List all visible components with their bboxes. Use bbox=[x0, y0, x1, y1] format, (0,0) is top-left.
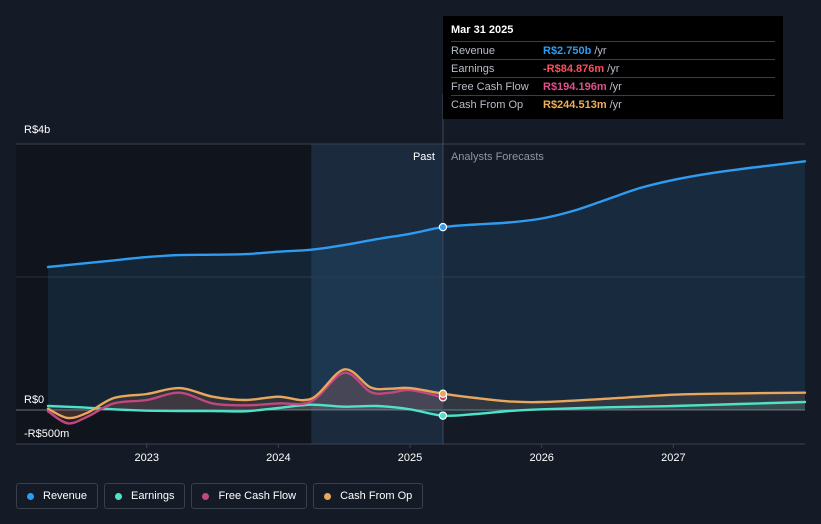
tooltip-date: Mar 31 2025 bbox=[451, 24, 514, 36]
legend-free-cash-flow[interactable]: Free Cash Flow bbox=[191, 483, 308, 509]
legend-dot-icon bbox=[324, 492, 332, 500]
hover-dots bbox=[438, 222, 448, 420]
tooltip-row-earnings: Earnings -R$84.876m /yr bbox=[451, 59, 775, 77]
y-tick-label: R$4b bbox=[24, 124, 50, 136]
free-cash-flow-line bbox=[46, 371, 445, 425]
legend-label: Revenue bbox=[43, 490, 88, 502]
y-tick-label: R$0 bbox=[24, 394, 44, 406]
revenue-dot bbox=[438, 222, 448, 232]
cash-from-op-line bbox=[46, 368, 807, 420]
x-tick-label: 2025 bbox=[398, 452, 422, 464]
earnings-dot bbox=[438, 411, 448, 420]
tooltip-row-cash-from-op: Cash From Op R$244.513m /yr bbox=[451, 95, 775, 113]
legend-label: Free Cash Flow bbox=[218, 490, 297, 502]
tooltip-label: Cash From Op bbox=[451, 98, 524, 111]
legend-earnings[interactable]: Earnings bbox=[104, 483, 186, 509]
legend-label: Earnings bbox=[131, 490, 175, 502]
tooltip-unit: /yr bbox=[609, 80, 622, 93]
x-tick-label: 2024 bbox=[266, 452, 290, 464]
legend-label: Cash From Op bbox=[340, 490, 413, 502]
x-tick-label: 2026 bbox=[529, 452, 553, 464]
legend-dot-icon bbox=[115, 492, 123, 500]
x-tick-label: 2023 bbox=[134, 452, 158, 464]
legend-revenue[interactable]: Revenue bbox=[16, 483, 99, 509]
legend: Revenue Earnings Free Cash Flow Cash Fro… bbox=[16, 483, 424, 509]
tooltip-unit: /yr bbox=[594, 44, 607, 57]
tooltip-value: R$2.750b bbox=[543, 44, 592, 57]
tooltip-row-revenue: Revenue R$2.750b /yr bbox=[451, 41, 775, 59]
free-cash-flow-area bbox=[48, 372, 443, 424]
tooltip-value: R$194.196m bbox=[543, 80, 607, 93]
revenue-line bbox=[46, 160, 807, 269]
tooltip-label: Revenue bbox=[451, 44, 496, 57]
legend-dot-icon bbox=[27, 492, 34, 500]
tooltip-unit: /yr bbox=[609, 98, 622, 111]
past-label: Past bbox=[413, 151, 435, 163]
forecast-label: Analysts Forecasts bbox=[451, 151, 544, 163]
chart-area: R$4b R$0 -R$500m 2023 2024 2025 2026 2027 Past… bbox=[16, 94, 807, 464]
cash-from-op-dot bbox=[438, 389, 448, 398]
tooltip-label: Earnings bbox=[451, 62, 495, 75]
earnings-line bbox=[46, 400, 807, 418]
tooltip-value: -R$84.876m bbox=[543, 62, 605, 75]
tooltip-value: R$244.513m bbox=[543, 98, 607, 111]
x-axis-labels: 2023 2024 2025 2026 2027 bbox=[134, 444, 686, 464]
legend-dot-icon bbox=[202, 492, 210, 500]
tooltip-unit: /yr bbox=[607, 62, 620, 75]
series-lines bbox=[46, 160, 807, 425]
legend-cash-from-op[interactable]: Cash From Op bbox=[313, 483, 424, 509]
earnings-area bbox=[48, 402, 805, 416]
revenue-area bbox=[48, 161, 805, 410]
tooltip: Mar 31 2025 Revenue R$2.750b /yr Earning… bbox=[443, 16, 783, 119]
y-axis-labels: R$4b R$0 -R$500m bbox=[24, 124, 69, 440]
tooltip-label: Free Cash Flow bbox=[451, 80, 529, 93]
x-tick-label: 2027 bbox=[661, 452, 685, 464]
tooltip-row-free-cash-flow: Free Cash Flow R$194.196m /yr bbox=[451, 77, 775, 95]
y-tick-label: -R$500m bbox=[24, 428, 69, 440]
